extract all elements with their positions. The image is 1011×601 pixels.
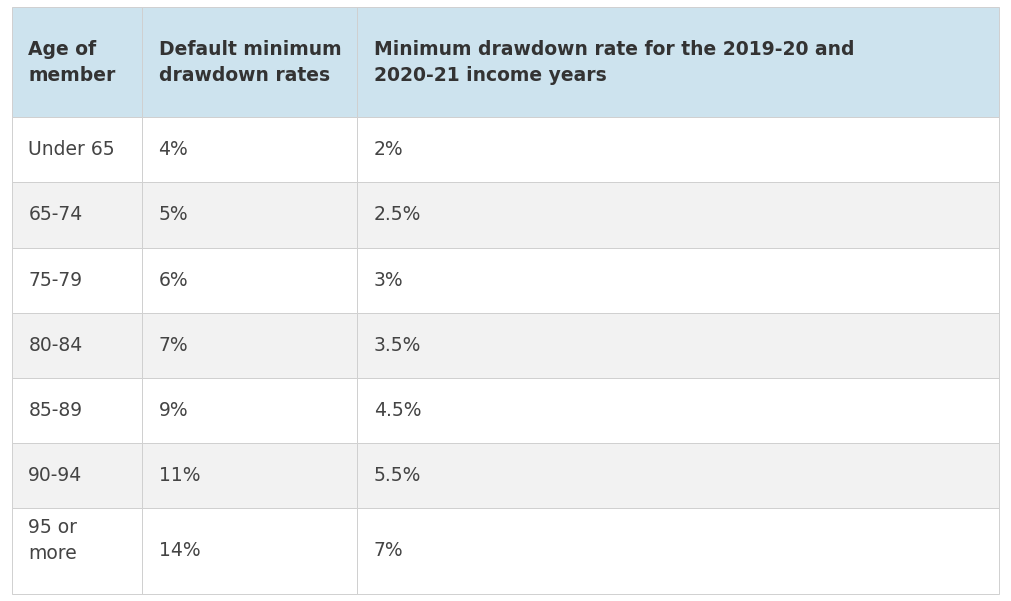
Bar: [358, 313, 999, 377]
Text: 85-89: 85-89: [28, 401, 83, 419]
Text: Default minimum
drawdown rates: Default minimum drawdown rates: [159, 40, 341, 85]
Bar: [143, 377, 358, 443]
Bar: [12, 377, 143, 443]
Text: 75-79: 75-79: [28, 270, 83, 290]
Bar: [12, 7, 143, 117]
Text: 11%: 11%: [159, 466, 200, 485]
Text: 4%: 4%: [159, 141, 188, 159]
Text: 65-74: 65-74: [28, 206, 83, 225]
Text: 90-94: 90-94: [28, 466, 83, 485]
Bar: [12, 183, 143, 248]
Text: 14%: 14%: [159, 542, 200, 560]
Text: 2.5%: 2.5%: [374, 206, 421, 225]
Text: 5.5%: 5.5%: [374, 466, 421, 485]
Bar: [12, 508, 143, 594]
Text: Age of
member: Age of member: [28, 40, 115, 85]
Bar: [143, 7, 358, 117]
Bar: [358, 183, 999, 248]
Text: Under 65: Under 65: [28, 141, 115, 159]
Bar: [358, 248, 999, 313]
Text: 80-84: 80-84: [28, 335, 83, 355]
Bar: [143, 443, 358, 508]
Bar: [143, 313, 358, 377]
Text: 7%: 7%: [374, 542, 403, 560]
Bar: [143, 117, 358, 183]
Bar: [358, 443, 999, 508]
Text: 9%: 9%: [159, 401, 188, 419]
Text: 7%: 7%: [159, 335, 188, 355]
Text: 6%: 6%: [159, 270, 188, 290]
Text: 4.5%: 4.5%: [374, 401, 422, 419]
Bar: [143, 183, 358, 248]
Text: 3.5%: 3.5%: [374, 335, 421, 355]
Bar: [358, 377, 999, 443]
Bar: [143, 248, 358, 313]
Bar: [12, 117, 143, 183]
Text: 2%: 2%: [374, 141, 403, 159]
Text: 3%: 3%: [374, 270, 403, 290]
Bar: [358, 508, 999, 594]
Bar: [12, 313, 143, 377]
Bar: [358, 7, 999, 117]
Text: 95 or
more: 95 or more: [28, 517, 77, 563]
Bar: [12, 443, 143, 508]
Bar: [143, 508, 358, 594]
Bar: [358, 117, 999, 183]
Text: Minimum drawdown rate for the 2019-20 and
2020-21 income years: Minimum drawdown rate for the 2019-20 an…: [374, 40, 854, 85]
Bar: [12, 248, 143, 313]
Text: 5%: 5%: [159, 206, 188, 225]
